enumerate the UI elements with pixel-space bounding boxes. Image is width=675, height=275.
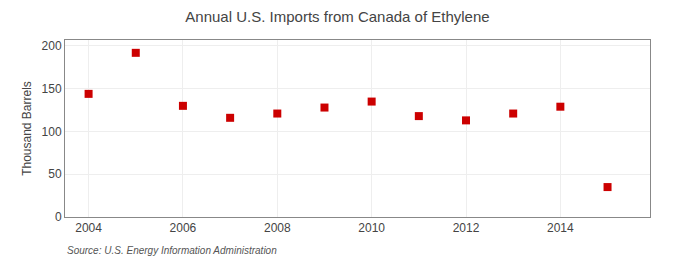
svg-text:2010: 2010 bbox=[358, 221, 385, 235]
svg-text:Source: U.S. Energy Informatio: Source: U.S. Energy Information Administ… bbox=[67, 245, 277, 256]
svg-text:Annual U.S. Imports from Canad: Annual U.S. Imports from Canada of Ethyl… bbox=[185, 8, 489, 25]
svg-text:100: 100 bbox=[42, 125, 62, 139]
svg-text:200: 200 bbox=[42, 39, 62, 53]
svg-text:0: 0 bbox=[55, 210, 62, 224]
svg-text:Thousand Barrels: Thousand Barrels bbox=[20, 81, 34, 176]
svg-text:2004: 2004 bbox=[75, 221, 102, 235]
svg-text:150: 150 bbox=[42, 82, 62, 96]
svg-text:2006: 2006 bbox=[170, 221, 197, 235]
svg-text:2012: 2012 bbox=[453, 221, 480, 235]
svg-text:50: 50 bbox=[48, 167, 62, 181]
svg-text:2014: 2014 bbox=[547, 221, 574, 235]
svg-text:2008: 2008 bbox=[264, 221, 291, 235]
